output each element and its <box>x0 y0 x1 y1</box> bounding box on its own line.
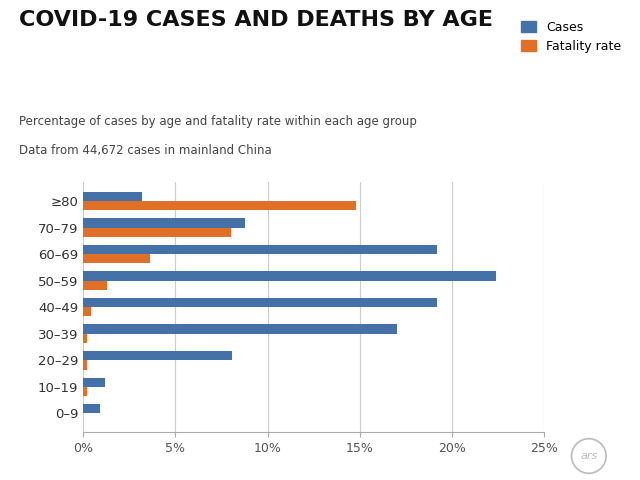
Bar <box>83 201 356 210</box>
Text: COVID-19 CASES AND DEATHS BY AGE: COVID-19 CASES AND DEATHS BY AGE <box>19 10 493 30</box>
Bar <box>83 404 100 413</box>
Bar <box>83 351 232 360</box>
Bar <box>83 378 106 387</box>
Bar <box>83 307 91 316</box>
Bar <box>83 387 87 396</box>
Text: Data from 44,672 cases in mainland China: Data from 44,672 cases in mainland China <box>19 144 272 157</box>
Bar <box>83 245 437 254</box>
Text: ars: ars <box>580 451 597 461</box>
Bar <box>83 192 142 201</box>
Text: Percentage of cases by age and fatality rate within each age group: Percentage of cases by age and fatality … <box>19 115 417 128</box>
Bar <box>83 360 87 370</box>
Bar <box>83 271 496 281</box>
Bar <box>83 218 245 228</box>
Bar <box>83 254 150 264</box>
Bar <box>83 281 107 290</box>
Legend: Cases, Fatality rate: Cases, Fatality rate <box>521 21 621 53</box>
Bar <box>83 298 437 307</box>
Bar <box>83 228 230 237</box>
Bar <box>83 334 87 343</box>
Bar <box>83 324 397 334</box>
